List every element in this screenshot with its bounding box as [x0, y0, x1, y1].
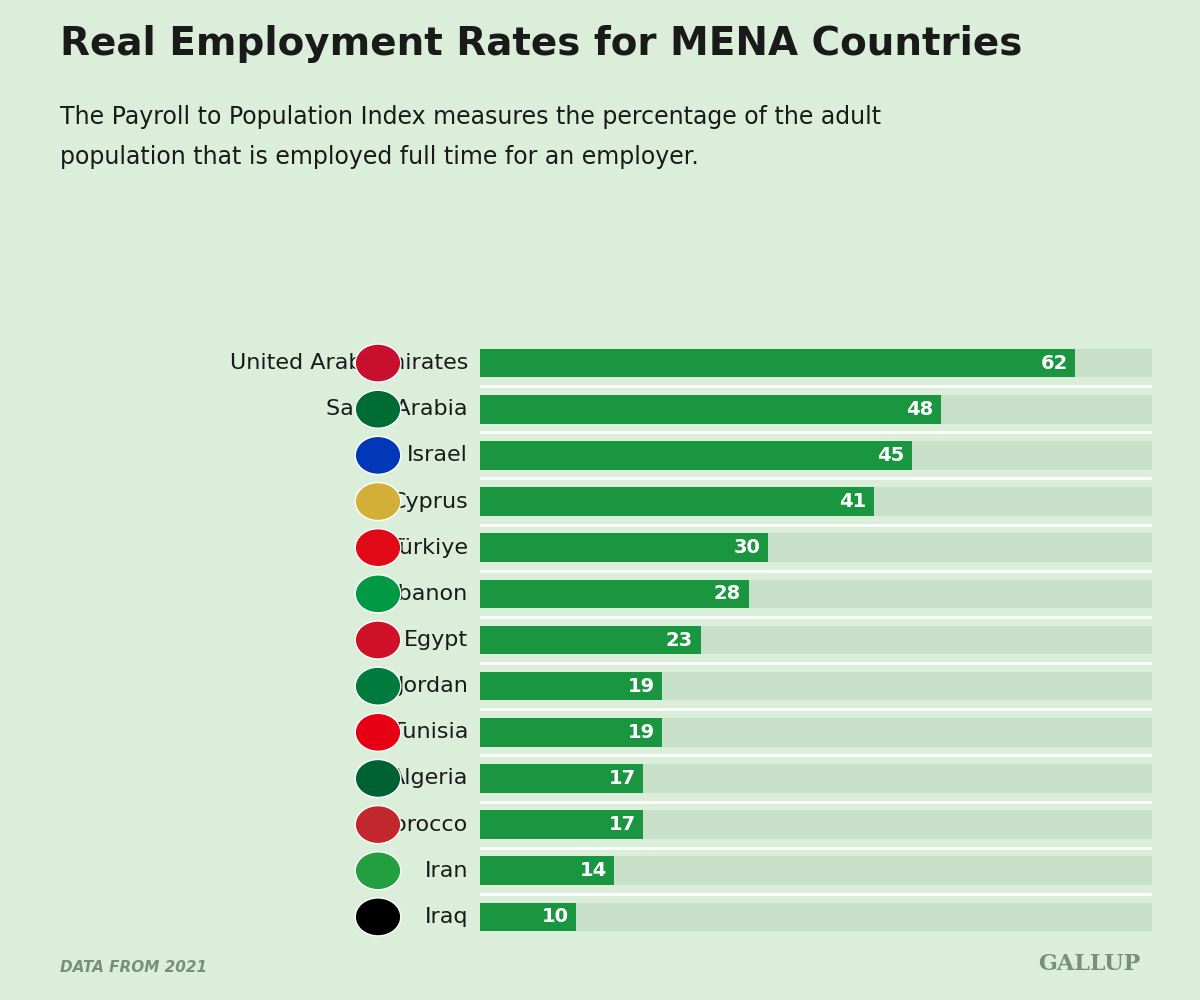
Bar	[480, 672, 662, 700]
Circle shape	[356, 622, 400, 658]
Bar	[480, 441, 1152, 470]
Circle shape	[356, 437, 400, 473]
Bar	[480, 395, 1152, 424]
Bar	[480, 626, 701, 654]
Bar	[480, 856, 1152, 885]
Bar	[480, 810, 1152, 839]
Text: United Arab Emirates: United Arab Emirates	[229, 353, 468, 373]
Bar	[480, 580, 1152, 608]
Bar	[480, 349, 1075, 377]
Bar	[480, 672, 1152, 700]
Text: 45: 45	[877, 446, 905, 465]
Circle shape	[356, 899, 400, 935]
Bar	[480, 487, 874, 516]
Text: 62: 62	[1040, 354, 1068, 373]
Text: Tunisia: Tunisia	[391, 722, 468, 742]
Text: 23: 23	[666, 631, 694, 650]
Text: 14: 14	[580, 861, 607, 880]
Bar	[480, 487, 1152, 516]
Circle shape	[356, 760, 400, 796]
Text: Jordan: Jordan	[397, 676, 468, 696]
Bar	[480, 533, 768, 562]
Text: Saudi Arabia: Saudi Arabia	[326, 399, 468, 419]
Bar	[480, 718, 662, 747]
Text: Israel: Israel	[407, 445, 468, 465]
Text: Egypt: Egypt	[404, 630, 468, 650]
Text: population that is employed full time for an employer.: population that is employed full time fo…	[60, 145, 698, 169]
Circle shape	[356, 853, 400, 889]
Text: 17: 17	[608, 769, 636, 788]
Text: Türkiye: Türkiye	[388, 538, 468, 558]
Circle shape	[356, 345, 400, 381]
Text: DATA FROM 2021: DATA FROM 2021	[60, 960, 208, 975]
Text: Real Employment Rates for MENA Countries: Real Employment Rates for MENA Countries	[60, 25, 1022, 63]
Text: Iraq: Iraq	[425, 907, 468, 927]
Circle shape	[356, 714, 400, 750]
Circle shape	[356, 668, 400, 704]
Bar	[480, 395, 941, 424]
Bar	[480, 903, 576, 931]
Text: 10: 10	[541, 907, 569, 926]
Text: 19: 19	[628, 723, 655, 742]
Bar	[480, 718, 1152, 747]
Text: 17: 17	[608, 815, 636, 834]
Bar	[480, 903, 1152, 931]
Bar	[480, 533, 1152, 562]
Circle shape	[356, 484, 400, 520]
Circle shape	[356, 530, 400, 566]
Bar	[480, 764, 643, 793]
Bar	[480, 626, 1152, 654]
Circle shape	[356, 576, 400, 612]
Text: 41: 41	[839, 492, 866, 511]
Text: Morocco: Morocco	[374, 815, 468, 835]
Text: Cyprus: Cyprus	[390, 492, 468, 512]
Bar	[480, 349, 1152, 377]
Bar	[480, 810, 643, 839]
Bar	[480, 441, 912, 470]
Bar	[480, 764, 1152, 793]
Text: 30: 30	[733, 538, 761, 557]
Text: The Payroll to Population Index measures the percentage of the adult: The Payroll to Population Index measures…	[60, 105, 881, 129]
Text: 19: 19	[628, 677, 655, 696]
Circle shape	[356, 391, 400, 427]
Bar	[480, 580, 749, 608]
Text: Lebanon: Lebanon	[373, 584, 468, 604]
Circle shape	[356, 807, 400, 843]
Bar	[480, 856, 614, 885]
Text: Iran: Iran	[425, 861, 468, 881]
Text: 28: 28	[714, 584, 742, 603]
Text: 48: 48	[906, 400, 934, 419]
Text: GALLUP: GALLUP	[1038, 953, 1140, 975]
Text: Algeria: Algeria	[390, 768, 468, 788]
